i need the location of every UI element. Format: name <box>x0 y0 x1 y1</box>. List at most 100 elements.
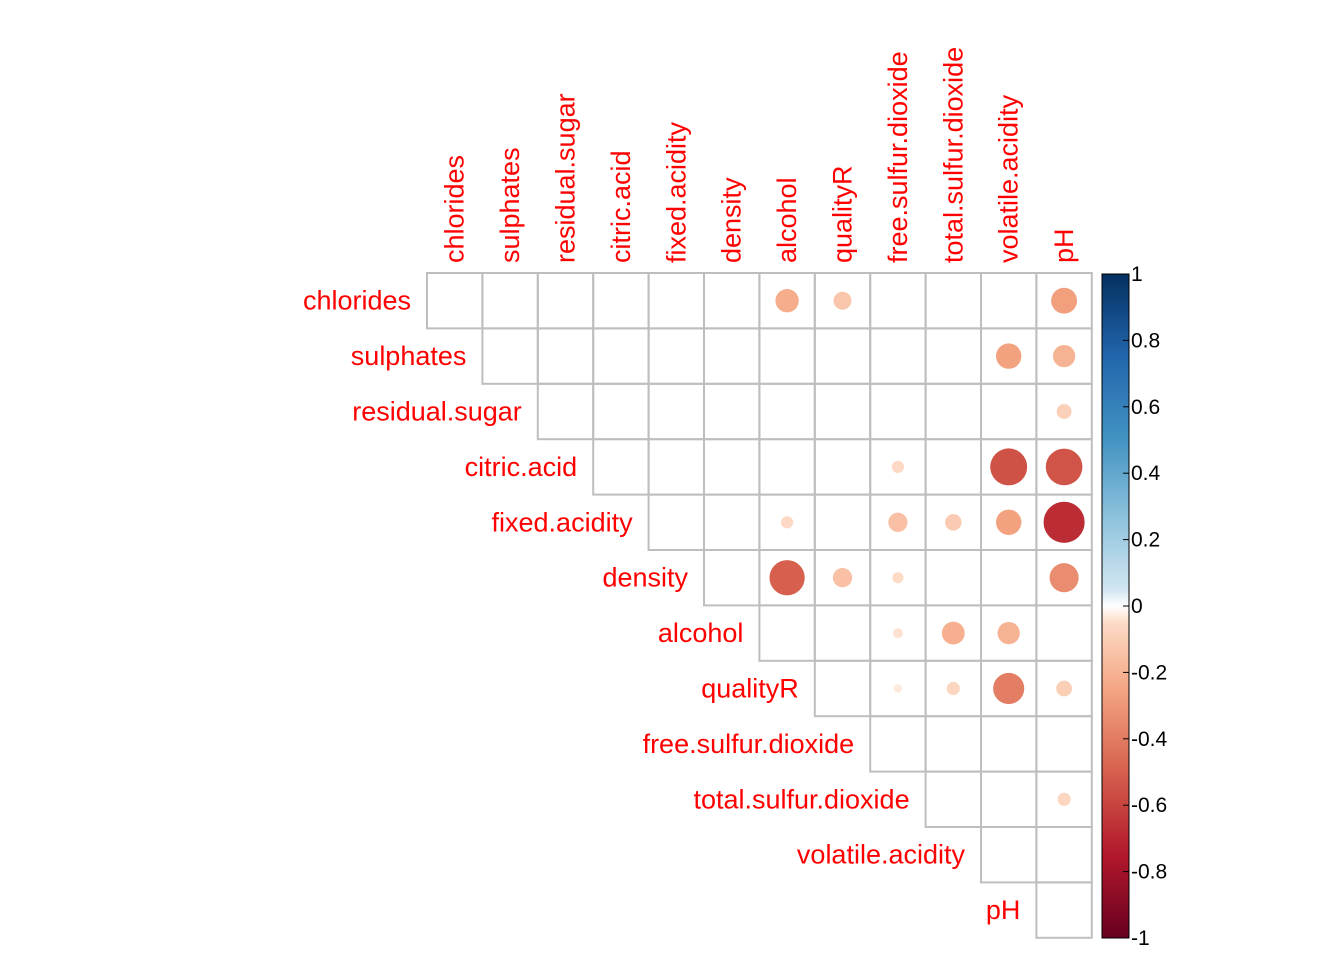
grid-cell <box>980 382 1038 441</box>
colorbar-tick-label: 0.2 <box>1131 529 1160 552</box>
corr-circle-qualityr-total-sulfur-dioxide <box>946 681 960 696</box>
corr-circle-fixed-acidity-volatile-acidity <box>995 509 1022 536</box>
corr-circle-qualityr-volatile-acidity <box>993 672 1025 705</box>
grid-cell <box>592 327 650 385</box>
corr-circle-fixed-acidity-total-sulfur-dioxide <box>945 514 962 531</box>
colorbar-tick-label: 0 <box>1131 595 1143 618</box>
row-label-sulphates: sulphates <box>351 341 467 371</box>
colorbar-tick-label: -0.4 <box>1131 728 1168 751</box>
corr-circle-sulphates-volatile-acidity <box>995 343 1022 369</box>
grid-cell <box>924 549 982 607</box>
row-labels: chlorides sulphates residual.sugar citric.a… <box>303 286 1020 925</box>
grid-cell <box>536 272 595 330</box>
grid-cell <box>924 438 982 496</box>
grid-cell <box>813 493 872 552</box>
row-label-ph: pH <box>986 895 1021 925</box>
row-label-citric-acid: citric.acid <box>465 452 578 482</box>
row-label-free-sulfur-dioxide: free.sulfur.dioxide <box>643 729 855 759</box>
row-label-total-sulfur-dioxide: total.sulfur.dioxide <box>693 784 909 814</box>
row-label-density: density <box>602 563 688 593</box>
grid-cell <box>703 549 761 607</box>
col-label-fixed-acidity: fixed.acidity <box>661 121 691 263</box>
grid-cell <box>647 327 705 385</box>
grid-cell <box>481 327 539 385</box>
corr-circle-total-sulfur-dioxide-ph <box>1057 792 1071 806</box>
corr-circle-citric-acid-volatile-acidity <box>990 448 1028 486</box>
col-label-free-sulfur-dioxide: free.sulfur.dioxide <box>883 51 913 263</box>
corr-circle-residual-sugar-ph <box>1056 404 1072 419</box>
grid-cell <box>647 382 705 441</box>
grid-cell <box>813 382 872 441</box>
col-label-residual-sugar: residual.sugar <box>551 93 581 263</box>
grid-cell <box>703 272 761 330</box>
grid-cell <box>647 493 705 552</box>
grid-cell <box>703 382 761 441</box>
grid-cell <box>813 327 872 385</box>
grid-cell <box>980 549 1038 607</box>
corr-circle-alcohol-volatile-acidity <box>997 621 1020 645</box>
row-label-residual-sugar: residual.sugar <box>352 397 522 427</box>
row-label-chlorides: chlorides <box>303 286 411 316</box>
grid-cell <box>536 327 595 385</box>
corr-circle-qualityr-free-sulfur-dioxide <box>893 684 903 693</box>
corr-circle-citric-acid-free-sulfur-dioxide <box>891 460 905 474</box>
colorbar-tick-label: 0.6 <box>1131 396 1160 419</box>
grid-cell <box>813 659 872 718</box>
col-label-sulphates: sulphates <box>495 147 525 263</box>
grid-cell <box>647 272 705 330</box>
grid-cell <box>703 493 761 552</box>
corr-circle-chlorides-ph <box>1051 287 1078 314</box>
grid-cell <box>758 438 816 496</box>
corr-circle-density-qualityr <box>832 568 853 588</box>
col-label-total-sulfur-dioxide: total.sulfur.dioxide <box>938 47 968 263</box>
col-label-alcohol: alcohol <box>772 177 802 263</box>
col-label-qualityr: qualityR <box>828 165 858 263</box>
grid-cell <box>980 826 1038 884</box>
colorbar: 1 0.8 0.6 0.4 0.2 0 -0.2 -0.4 -0.6 -0.8 -1 <box>1101 263 1168 950</box>
col-label-volatile-acidity: volatile.acidity <box>994 94 1024 263</box>
grid-cell <box>924 327 982 385</box>
correlation-circles <box>769 287 1085 806</box>
corr-circle-alcohol-total-sulfur-dioxide <box>941 621 965 645</box>
grid-cell <box>647 438 705 496</box>
grid-cell <box>924 770 982 828</box>
grid-cell <box>813 604 872 662</box>
grid-cell <box>924 382 982 441</box>
corr-circle-density-alcohol <box>769 560 805 596</box>
corr-circle-density-free-sulfur-dioxide <box>892 572 904 584</box>
grid-cell <box>758 604 816 662</box>
row-label-fixed-acidity: fixed.acidity <box>492 507 634 537</box>
colorbar-ticks: 1 0.8 0.6 0.4 0.2 0 -0.2 -0.4 -0.6 -0.8 -1 <box>1123 263 1168 950</box>
row-label-volatile-acidity: volatile.acidity <box>797 840 966 870</box>
colorbar-tick-label: -0.6 <box>1131 794 1167 817</box>
grid-cell <box>980 272 1038 330</box>
grid-cell <box>703 327 761 385</box>
grid-cell <box>1035 715 1093 773</box>
corr-circle-citric-acid-ph <box>1045 448 1083 486</box>
colorbar-tick-label: 0.8 <box>1131 329 1160 352</box>
corr-circle-sulphates-ph <box>1052 344 1076 368</box>
column-labels: chlorides sulphates residual.sugar citric.a… <box>440 47 1079 263</box>
colorbar-tick-label: -0.2 <box>1131 661 1167 684</box>
grid-cell <box>426 272 484 330</box>
grid-cell <box>980 715 1038 773</box>
grid-cell <box>703 438 761 496</box>
grid-cell <box>1035 881 1093 939</box>
grid-cell <box>869 715 927 773</box>
correlation-grid <box>426 272 1093 939</box>
corr-circle-fixed-acidity-alcohol <box>780 516 794 529</box>
grid-cell <box>980 770 1038 828</box>
grid-cell <box>758 327 816 385</box>
corr-circle-density-ph <box>1049 563 1079 593</box>
grid-cell <box>924 715 982 773</box>
col-label-chlorides: chlorides <box>440 155 470 263</box>
grid-cell <box>924 272 982 330</box>
grid-cell <box>1035 604 1093 662</box>
col-label-density: density <box>717 177 747 263</box>
colorbar-tick-label: 0.4 <box>1131 462 1161 485</box>
corr-circle-fixed-acidity-ph <box>1043 501 1085 543</box>
col-label-citric-acid: citric.acid <box>606 150 636 263</box>
corr-circle-chlorides-alcohol <box>775 289 799 313</box>
grid-cell <box>592 382 650 441</box>
